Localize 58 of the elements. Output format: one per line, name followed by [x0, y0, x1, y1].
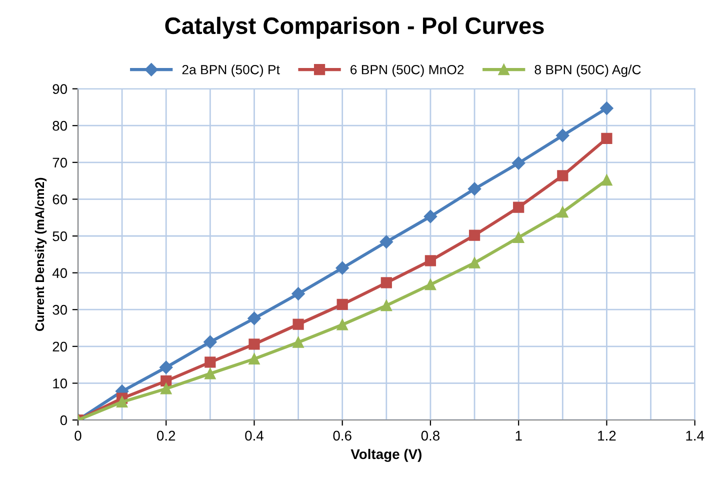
point: [513, 202, 524, 213]
point: [160, 375, 172, 387]
point: [557, 206, 568, 218]
x-tick-label: 1.2: [598, 430, 616, 440]
y-tick-label: 0: [60, 415, 68, 426]
point: [424, 279, 436, 290]
y-tick-label: 20: [52, 342, 68, 352]
point: [424, 210, 438, 224]
point: [204, 368, 216, 380]
y-tick-label: 10: [53, 378, 68, 388]
y-tick-label: 80: [52, 120, 68, 131]
point: [468, 230, 480, 241]
point: [160, 383, 172, 394]
point: [556, 128, 570, 142]
point: [380, 235, 393, 248]
point: [204, 356, 216, 368]
point: [336, 298, 348, 310]
point: [160, 360, 173, 374]
chart-title: Catalyst Comparison - Pol Curves: [165, 16, 544, 39]
point: [468, 182, 482, 196]
point: [468, 257, 480, 268]
x-axis-title: Voltage (V): [350, 448, 422, 462]
y-tick-label: 70: [52, 158, 68, 168]
point: [248, 338, 260, 350]
legend-label: 6 BPN (50C) MnO2: [350, 64, 464, 77]
y-tick-label: 40: [52, 268, 68, 278]
point: [601, 132, 612, 144]
y-tick-label: 90: [52, 84, 68, 94]
x-tick-label: 0.6: [333, 430, 352, 441]
y-tick-label: 50: [52, 231, 68, 242]
point: [557, 170, 568, 182]
point: [292, 287, 305, 300]
point: [601, 174, 612, 186]
point: [292, 336, 304, 348]
x-tick-label: 0.4: [245, 430, 264, 441]
y-tick-label: 60: [52, 194, 68, 204]
point: [248, 353, 260, 364]
x-tick-label: 0.8: [421, 430, 440, 441]
point: [513, 232, 524, 244]
legend-label: 8 BPN (50C) Ag/C: [534, 64, 641, 77]
point: [116, 396, 128, 408]
x-tick-label: 0: [74, 430, 82, 441]
x-tick-label: 0.2: [157, 430, 176, 441]
point: [292, 318, 304, 330]
point: [600, 102, 614, 115]
point: [424, 255, 436, 266]
point: [248, 312, 261, 326]
x-tick-label: 1.4: [686, 430, 704, 440]
point: [380, 300, 392, 312]
legend-label: 2a BPN (50C) Pt: [182, 64, 280, 77]
point: [336, 319, 348, 330]
point: [204, 335, 217, 349]
point: [512, 156, 526, 170]
point: [336, 261, 349, 275]
point: [380, 277, 392, 288]
y-axis-title: Current Density (mA/cm2): [34, 178, 47, 331]
x-tick-label: 1: [516, 430, 522, 440]
y-tick-label: 30: [52, 304, 68, 315]
